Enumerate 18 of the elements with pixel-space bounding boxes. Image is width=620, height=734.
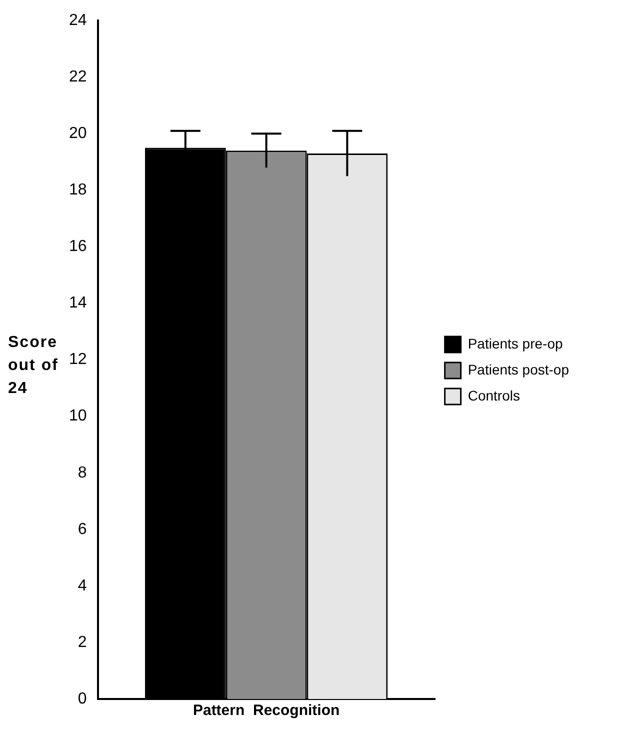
legend-label: Patients pre-op — [468, 335, 563, 352]
y-tick-label: 6 — [78, 520, 87, 538]
y-tick-label: 0 — [78, 690, 87, 708]
y-tick-label: 8 — [78, 464, 87, 482]
y-tick-label: 14 — [69, 294, 87, 312]
y-tick-label: 18 — [69, 182, 87, 199]
y-tick-label: 20 — [69, 125, 87, 142]
y-tick-label: 16 — [69, 238, 87, 256]
y-tick-label: 10 — [69, 408, 87, 425]
legend-label: Controls — [468, 387, 520, 404]
y-axis-title: Score out of 24 — [8, 333, 60, 399]
legend-label: Patients post-op — [468, 361, 570, 378]
y-tick-label: 4 — [78, 577, 87, 594]
y-tick-label: 24 — [69, 12, 87, 30]
x-tick-label: Pattern Recognition — [192, 702, 340, 720]
y-tick-label: 12 — [69, 351, 87, 368]
y-tick-label: 22 — [69, 68, 87, 86]
y-tick-label: 2 — [78, 634, 87, 651]
